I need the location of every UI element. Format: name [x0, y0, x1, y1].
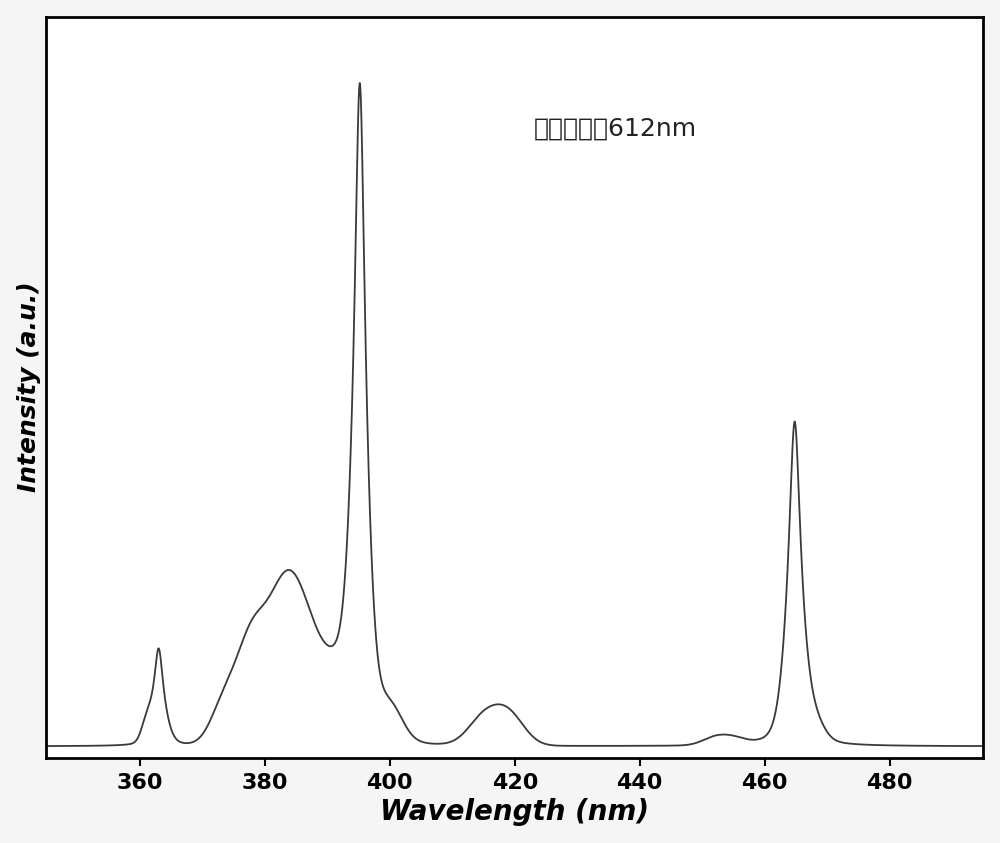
- Text: 监测波长：612nm: 监测波长：612nm: [534, 116, 697, 140]
- Y-axis label: Intensity (a.u.): Intensity (a.u.): [17, 282, 41, 492]
- X-axis label: Wavelength (nm): Wavelength (nm): [380, 798, 649, 826]
